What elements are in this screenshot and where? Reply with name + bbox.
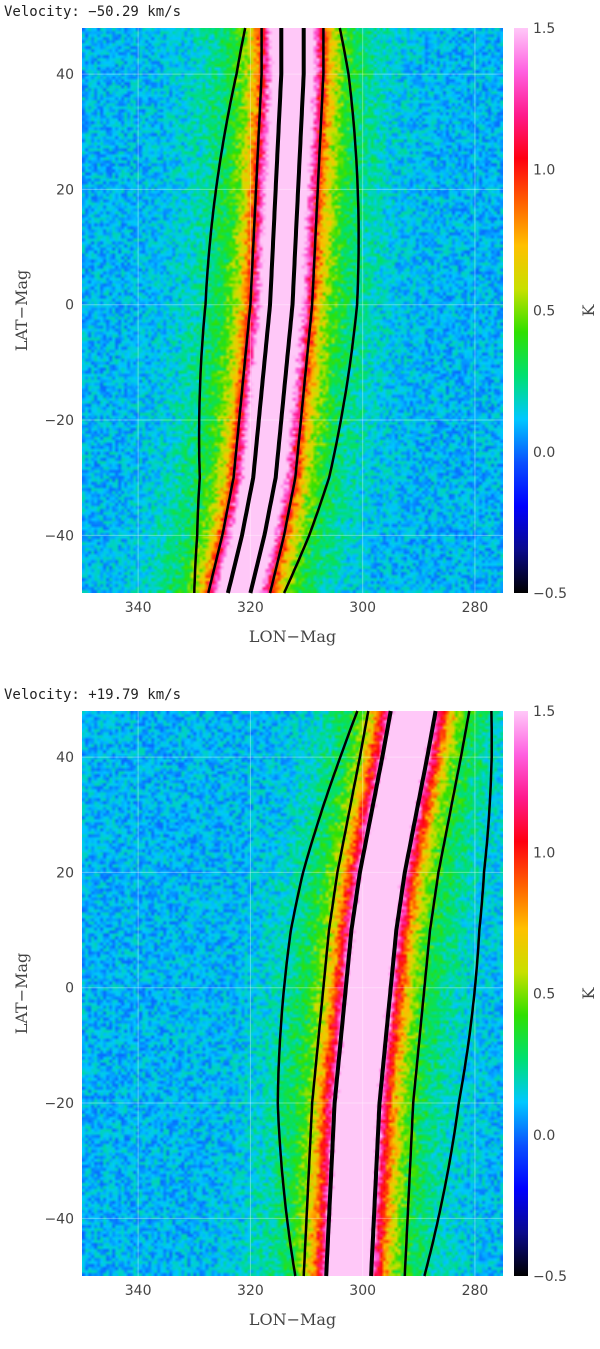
contour-line — [225, 28, 284, 594]
colorbar — [514, 28, 528, 593]
y-tick-label: −20 — [44, 413, 74, 429]
x-tick-label: 280 — [462, 600, 489, 616]
y-tick-label: −40 — [44, 528, 74, 544]
y-tick-label: 40 — [56, 750, 74, 766]
chart-panel-top: Velocity: −50.29 km/s 340 320 300 280 40 20 0 −2… — [0, 0, 600, 666]
x-tick-label: 340 — [125, 1283, 152, 1299]
heatmap-chart-top: Velocity: −50.29 km/s 340 320 300 280 40 20 0 −2… — [0, 4, 598, 646]
y-axis-label: LAT−Mag — [12, 270, 31, 352]
y-tick-label: 20 — [56, 182, 74, 198]
chart-panel-bottom: Velocity: +19.79 km/s 340 320 300 280 40 20 0 −2… — [0, 683, 600, 1349]
colorbar-tick-label: −0.5 — [533, 586, 567, 602]
colorbar-tick-label: 0.5 — [533, 304, 555, 320]
x-tick-label: 340 — [125, 600, 152, 616]
colorbar-tick-label: 1.0 — [533, 162, 555, 178]
colorbar-tick-label: 0.0 — [533, 1128, 555, 1144]
x-tick-label: 320 — [237, 600, 264, 616]
contour-line — [302, 710, 370, 1277]
x-tick-label: 320 — [237, 1283, 264, 1299]
colorbar-tick-label: 0.0 — [533, 445, 555, 461]
contour-line — [369, 710, 438, 1277]
y-tick-label: −40 — [44, 1211, 74, 1227]
contour-line — [324, 710, 393, 1277]
colorbar-label: K — [579, 303, 598, 316]
mask-left — [0, 707, 82, 1280]
y-tick-label: 20 — [56, 865, 74, 881]
contour-line — [268, 28, 325, 594]
colorbar-tick-label: 1.0 — [533, 845, 555, 861]
colorbar-tick-label: −0.5 — [533, 1269, 567, 1285]
y-tick-label: 40 — [56, 67, 74, 83]
x-tick-label: 300 — [349, 600, 376, 616]
mask-right — [503, 707, 515, 1280]
contour-line — [423, 710, 493, 1277]
heatmap-image — [82, 711, 503, 1276]
y-tick-label: −20 — [44, 1096, 74, 1112]
y-tick-label: 0 — [65, 981, 74, 997]
colorbar-tick-label: 0.5 — [533, 987, 555, 1003]
x-tick-label: 280 — [462, 1283, 489, 1299]
chart-title: Velocity: +19.79 km/s — [4, 687, 181, 703]
colorbar-label: K — [579, 986, 598, 999]
chart-title: Velocity: −50.29 km/s — [4, 4, 181, 20]
contour-line — [282, 27, 360, 594]
colorbar-tick-label: 1.5 — [533, 704, 555, 720]
mask-right — [503, 24, 515, 597]
x-axis-label: LON−Mag — [249, 1310, 336, 1329]
contour-line — [276, 710, 359, 1277]
contour-line — [403, 710, 471, 1277]
y-axis-label: LAT−Mag — [12, 953, 31, 1035]
colorbar — [514, 711, 528, 1276]
contour-line — [193, 27, 247, 594]
contour-line — [248, 28, 306, 594]
colorbar-tick-label: 1.5 — [533, 21, 555, 37]
heatmap-chart-bottom: Velocity: +19.79 km/s 340 320 300 280 40 20 0 −2… — [0, 687, 598, 1329]
mask-left — [0, 24, 82, 597]
x-axis-label: LON−Mag — [249, 627, 336, 646]
x-tick-label: 300 — [349, 1283, 376, 1299]
contour-line — [207, 28, 263, 594]
y-tick-label: 0 — [65, 298, 74, 314]
